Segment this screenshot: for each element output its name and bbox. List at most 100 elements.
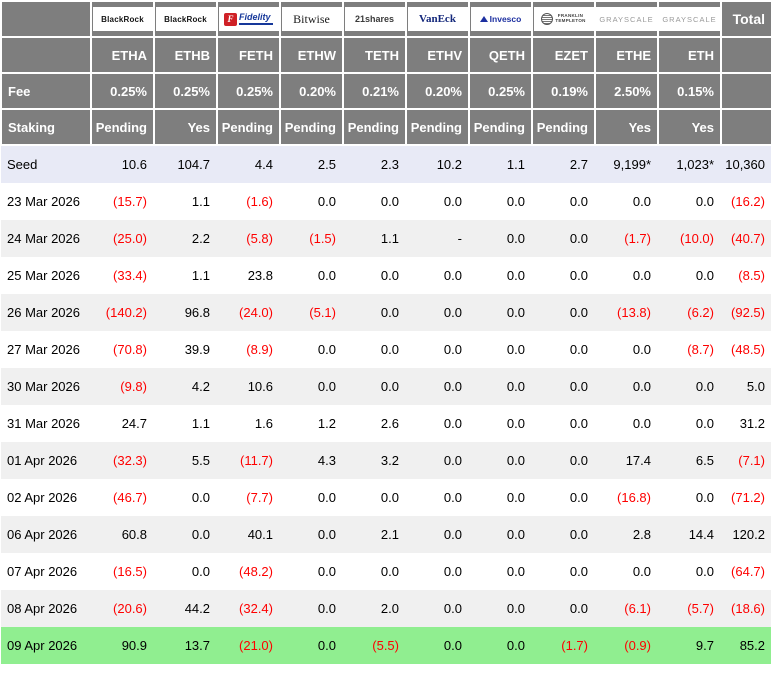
value-cell: 1.1 (154, 183, 217, 220)
value-cell: 5.0 (721, 368, 771, 405)
fee-cell: 0.25% (216, 72, 281, 110)
blackrock-logo: BlackRock (92, 7, 153, 31)
ticker-cell: ETHW (279, 36, 344, 74)
staking-cell: Pending (279, 108, 344, 146)
value-cell: 0.0 (595, 183, 658, 220)
value-cell: 10.2 (406, 145, 469, 183)
staking-label-cell: Staking (0, 108, 92, 146)
provider-cell: BlackRock (153, 0, 218, 38)
ticker-cell: ETHE (594, 36, 659, 74)
invesco-logo: Invesco (470, 7, 531, 31)
value-cell: (6.1) (595, 590, 658, 627)
value-cell: (1.5) (280, 220, 343, 257)
staking-row: Staking Pending Yes Pending Pending Pending Pe… (0, 108, 771, 146)
ticker-cell: ETH (657, 36, 722, 74)
value-cell: 1.6 (217, 405, 280, 442)
fee-cell: 0.20% (405, 72, 470, 110)
value-cell: 0.0 (658, 405, 721, 442)
invesco-label: Invesco (489, 14, 522, 24)
value-cell: (11.7) (217, 442, 280, 479)
value-cell: 60.8 (91, 516, 154, 553)
value-cell: (8.9) (217, 331, 280, 368)
value-cell: 0.0 (532, 183, 595, 220)
row-label-cell: 06 Apr 2026 (1, 516, 91, 553)
value-cell: 13.7 (154, 627, 217, 664)
value-cell: 24.7 (91, 405, 154, 442)
ticker-cell: QETH (468, 36, 533, 74)
value-cell: 0.0 (406, 553, 469, 590)
fee-cell: 0.19% (531, 72, 596, 110)
value-cell: 0.0 (343, 294, 406, 331)
ticker-row: ETHA ETHB FETH ETHW TETH ETHV QETH EZET ETHE ETH (0, 36, 771, 74)
value-cell: 10.6 (91, 145, 154, 183)
staking-cell: Pending (405, 108, 470, 146)
value-cell: 0.0 (532, 442, 595, 479)
provider-cell: GRAYSCALE (657, 0, 722, 38)
blackrock-logo: BlackRock (155, 7, 216, 31)
value-cell: (10.0) (658, 220, 721, 257)
fidelity-underline (239, 23, 273, 25)
value-cell: (1.7) (595, 220, 658, 257)
fidelity-f-icon: F (224, 12, 237, 26)
provider-cell: FRANKLIN TEMPLETON (531, 0, 596, 38)
value-cell: 0.0 (343, 331, 406, 368)
staking-cell: Yes (657, 108, 722, 146)
value-cell: 2.1 (343, 516, 406, 553)
value-cell: (5.7) (658, 590, 721, 627)
value-cell: 14.4 (658, 516, 721, 553)
table-row: 06 Apr 2026 60.8 0.0 40.1 0.0 2.1 0.0 0.0 0.0 2.8… (1, 516, 771, 553)
value-cell: 0.0 (280, 553, 343, 590)
provider-cell: VanEck (405, 0, 470, 38)
value-cell: 0.0 (406, 627, 469, 664)
value-cell: 0.0 (343, 553, 406, 590)
value-cell: 1.1 (154, 405, 217, 442)
table-row: 09 Apr 2026 90.9 13.7 (21.0) 0.0 (5.5) 0.0 0.0(… (1, 627, 771, 664)
corner-cell (0, 0, 92, 38)
franklin-line: TEMPLETON (555, 18, 586, 23)
value-cell: (13.8) (595, 294, 658, 331)
value-cell: 1.1 (343, 220, 406, 257)
value-cell: 2.3 (343, 145, 406, 183)
value-cell: 2.6 (343, 405, 406, 442)
total-header-cell: Total (720, 0, 771, 38)
value-cell: (15.7) (91, 183, 154, 220)
value-cell: (24.0) (217, 294, 280, 331)
value-cell: 40.1 (217, 516, 280, 553)
value-cell: 0.0 (154, 479, 217, 516)
table-row: 26 Mar 2026 (140.2) 96.8 (24.0) (5.1) 0.0 0.0 0… (1, 294, 771, 331)
value-cell: 10,360 (721, 145, 771, 183)
row-label-cell: 02 Apr 2026 (1, 479, 91, 516)
value-cell: 0.0 (595, 257, 658, 294)
fee-cell: 0.25% (153, 72, 218, 110)
value-cell: 6.5 (658, 442, 721, 479)
fee-cell: 2.50% (594, 72, 659, 110)
value-cell: 104.7 (154, 145, 217, 183)
provider-cell: 21shares (342, 0, 407, 38)
value-cell: 4.2 (154, 368, 217, 405)
etf-flow-table: BlackRock BlackRock F Fidelity Bitwise 21shar… (0, 0, 771, 664)
value-cell: (21.0) (217, 627, 280, 664)
value-cell: 0.0 (406, 479, 469, 516)
value-cell: 1.1 (154, 257, 217, 294)
vaneck-logo: VanEck (407, 7, 468, 31)
value-cell: (48.2) (217, 553, 280, 590)
provider-cell: Bitwise (279, 0, 344, 38)
logo-row: BlackRock BlackRock F Fidelity Bitwise 21shar… (0, 0, 771, 38)
value-cell: 0.0 (406, 590, 469, 627)
table-row: 08 Apr 2026 (20.6) 44.2 (32.4) 0.0 2.0 0.0 0.0 0… (1, 590, 771, 627)
row-label-cell: 09 Apr 2026 (1, 627, 91, 664)
value-cell: 0.0 (280, 368, 343, 405)
value-cell: 0.0 (469, 479, 532, 516)
value-cell: 0.0 (406, 183, 469, 220)
value-cell: 0.0 (406, 331, 469, 368)
value-cell: (5.8) (217, 220, 280, 257)
value-cell: 0.0 (469, 590, 532, 627)
value-cell: (7.7) (217, 479, 280, 516)
value-cell: 0.0 (658, 368, 721, 405)
value-cell: 0.0 (406, 257, 469, 294)
table-row: 30 Mar 2026 (9.8) 4.2 10.6 0.0 0.0 0.0 0.0 0.0 0.… (1, 368, 771, 405)
value-cell: 0.0 (469, 405, 532, 442)
staking-cell: Pending (342, 108, 407, 146)
value-cell: 0.0 (280, 183, 343, 220)
row-label-cell: 07 Apr 2026 (1, 553, 91, 590)
